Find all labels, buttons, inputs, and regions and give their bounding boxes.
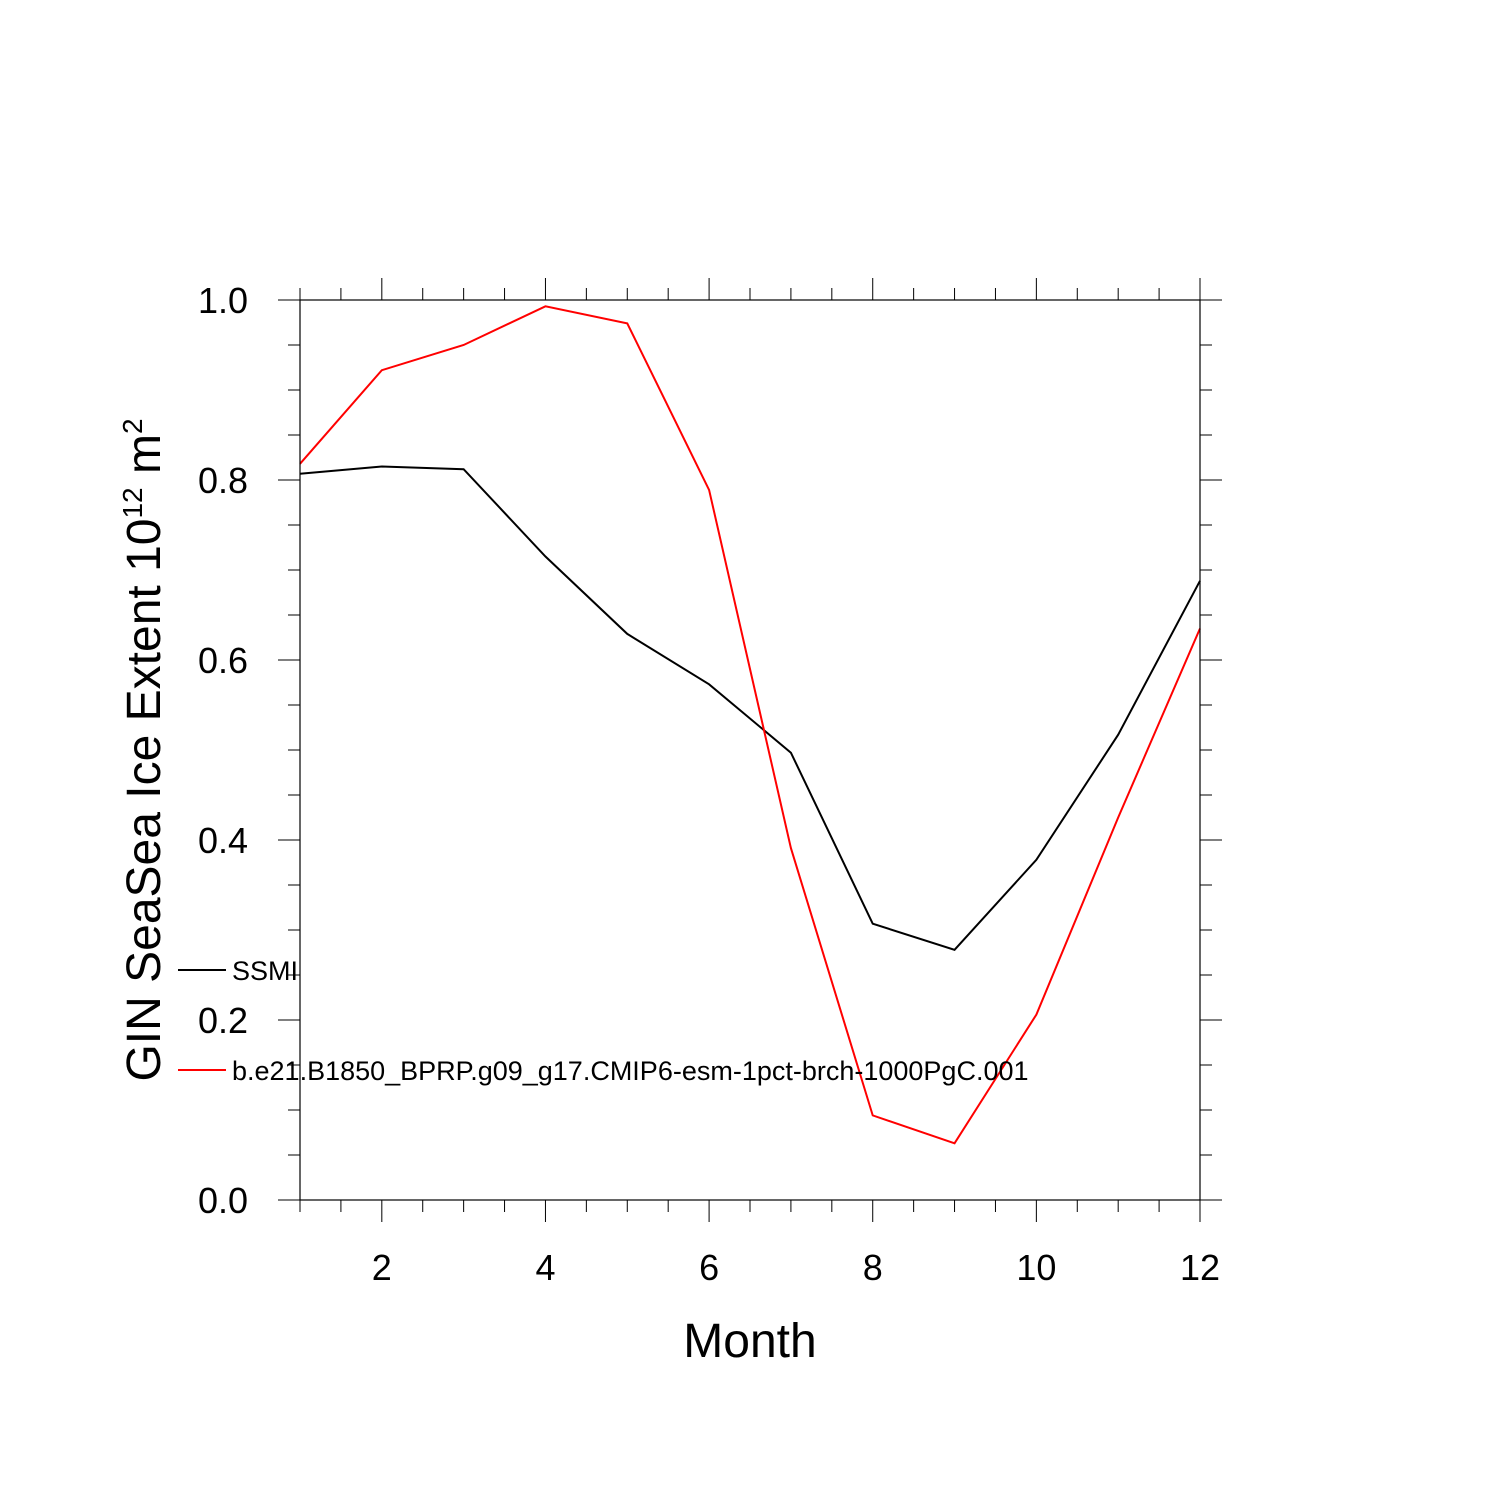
y-tick-label: 1.0 xyxy=(198,280,248,321)
x-tick-label: 8 xyxy=(863,1247,883,1288)
x-tick-label: 6 xyxy=(699,1247,719,1288)
series-line-0 xyxy=(299,465,1201,951)
x-tick-label: 12 xyxy=(1180,1247,1220,1288)
x-tick-label: 2 xyxy=(372,1247,392,1288)
legend-label-ssmi: SSMI xyxy=(232,956,298,986)
y-axis-title-exponent: 12 xyxy=(117,487,148,518)
y-tick-label: 0.6 xyxy=(198,640,248,681)
tick-labels: 0.0 0.2 0.4 0.6 0.8 1.0 2 4 6 8 10 12 xyxy=(198,280,1220,1288)
y-axis-title-unit: m xyxy=(118,434,171,487)
plot-frame xyxy=(299,299,1201,1201)
y-axis-title-unit-exponent: 2 xyxy=(117,418,148,434)
x-tick-label: 10 xyxy=(1016,1247,1056,1288)
legend-label-model: b.e21.B1850_BPRP.g09_g17.CMIP6-esm-1pct-… xyxy=(232,1056,1029,1086)
y-tick-label: 0.8 xyxy=(198,460,248,501)
y-tick-label: 0.4 xyxy=(198,820,248,861)
series-line-1 xyxy=(299,305,1201,1145)
y-axis-title: GIN SeaSea Ice Extent 1012 m2 xyxy=(117,418,171,1081)
y-axis-title-main: GIN SeaSea Ice Extent 10 xyxy=(118,519,171,1082)
series-lines xyxy=(299,305,1201,1145)
y-tick-label: 0.0 xyxy=(198,1180,248,1221)
legend: SSMI b.e21.B1850_BPRP.g09_g17.CMIP6-esm-… xyxy=(178,956,1029,1086)
x-tick-label: 4 xyxy=(535,1247,555,1288)
x-axis-title: Month xyxy=(683,1315,816,1368)
axis-ticks xyxy=(278,278,1222,1222)
y-tick-label: 0.2 xyxy=(198,1000,248,1041)
